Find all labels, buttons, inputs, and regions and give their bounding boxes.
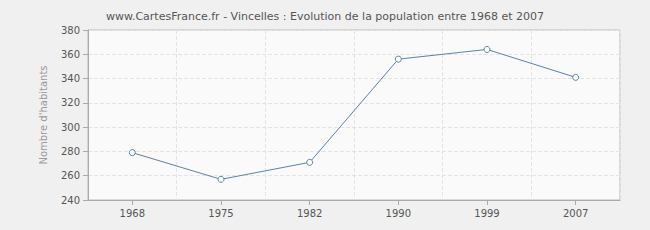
svg-text:1999: 1999 [474, 208, 499, 219]
svg-text:280: 280 [61, 146, 80, 157]
svg-text:2007: 2007 [563, 208, 588, 219]
svg-text:1990: 1990 [386, 208, 411, 219]
svg-text:300: 300 [61, 122, 80, 133]
svg-text:1975: 1975 [208, 208, 233, 219]
svg-text:www.CartesFrance.fr - Vincelle: www.CartesFrance.fr - Vincelles : Evolut… [106, 10, 544, 23]
svg-text:320: 320 [61, 97, 80, 108]
svg-text:1982: 1982 [297, 208, 322, 219]
svg-text:360: 360 [61, 49, 80, 60]
svg-text:260: 260 [61, 170, 80, 181]
svg-text:Nombre d'habitants: Nombre d'habitants [38, 65, 49, 164]
svg-text:340: 340 [61, 73, 80, 84]
svg-text:1968: 1968 [120, 208, 145, 219]
svg-text:240: 240 [61, 195, 80, 206]
svg-text:380: 380 [61, 25, 80, 36]
